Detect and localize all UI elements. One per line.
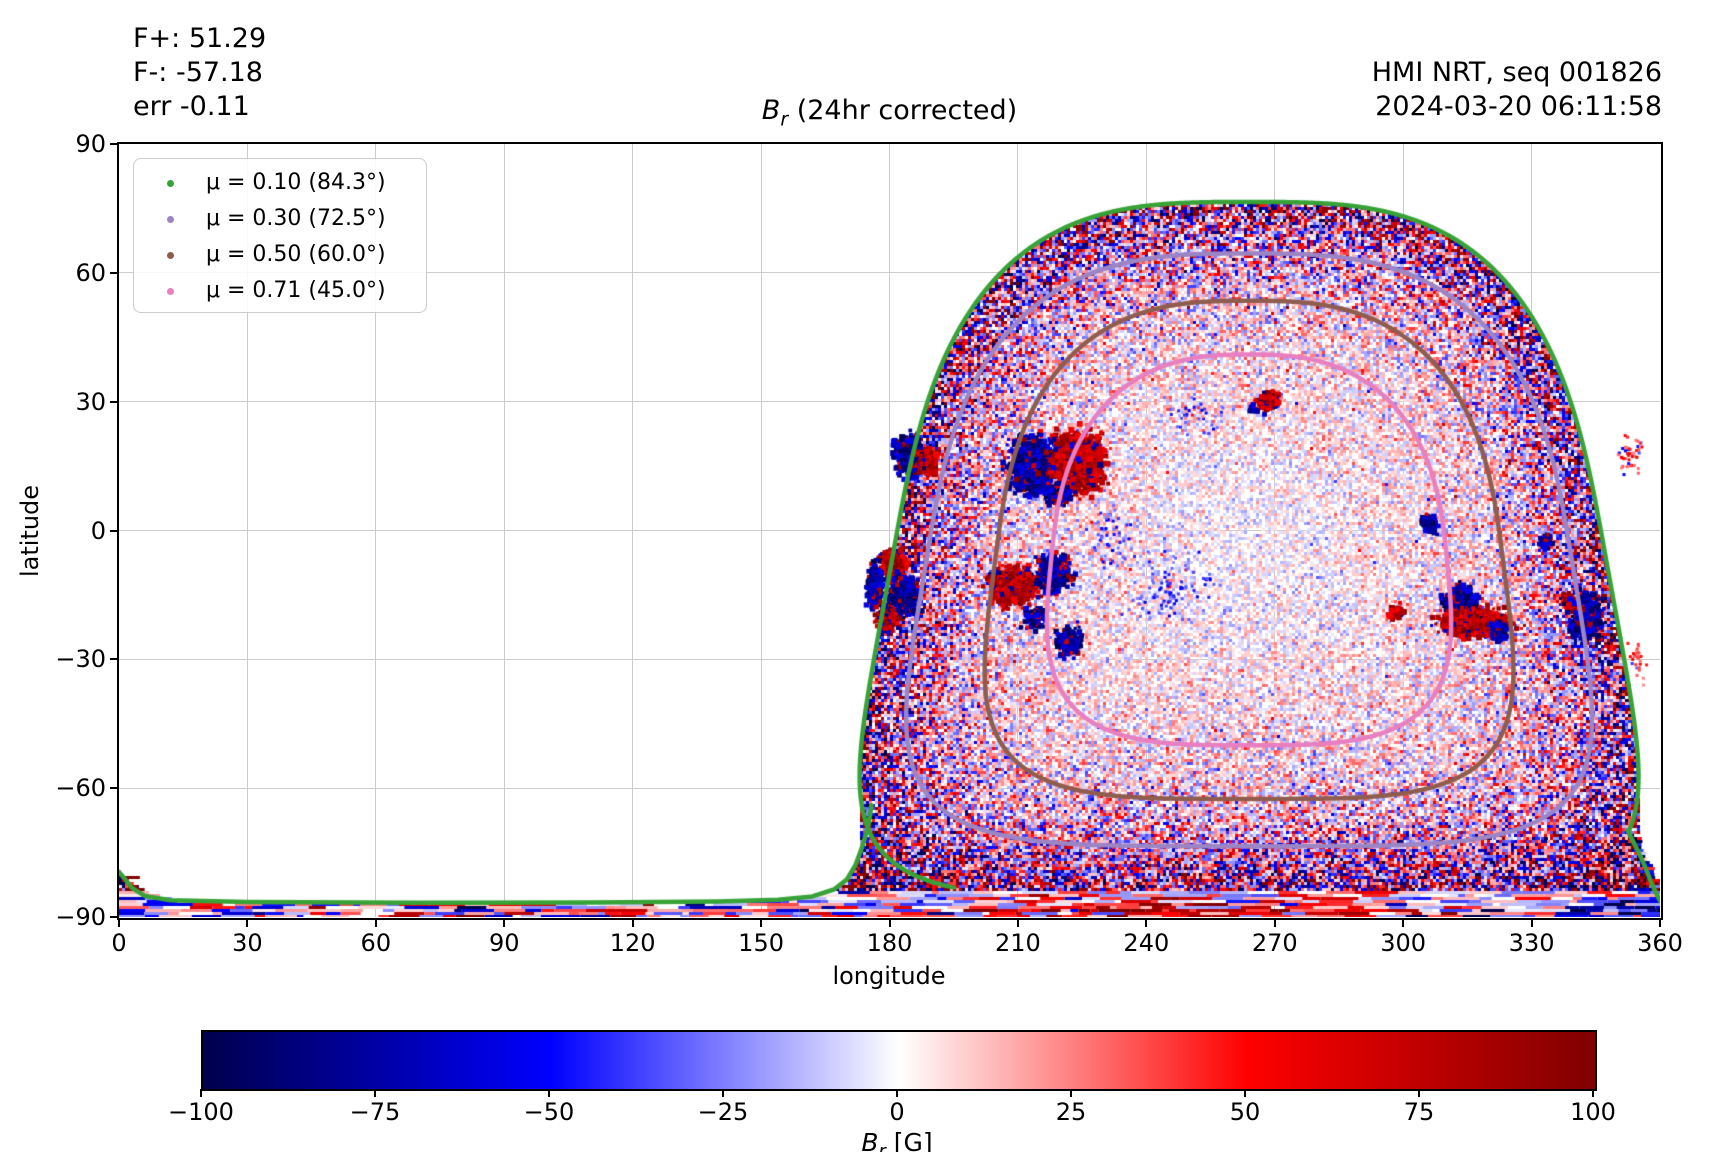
x-axis-label: longitude [832, 962, 946, 990]
y-tick [110, 400, 118, 403]
colorbar-tick-label: 75 [1403, 1098, 1435, 1126]
colorbar-label-subscript: r [878, 1142, 886, 1152]
title-subscript: r [780, 108, 789, 131]
colorbar-tick [722, 1089, 724, 1097]
x-tick-label: 150 [738, 929, 784, 957]
y-tick-label: 30 [75, 387, 106, 416]
x-tick [1402, 919, 1405, 927]
x-tick-label: 330 [1508, 929, 1555, 957]
colorbar-label: Br [G] [797, 1128, 997, 1152]
flux-annotation: F+: 51.29 F-: -57.18 err -0.11 [133, 22, 266, 124]
legend-label: μ = 0.71 (45.0°) [206, 278, 386, 303]
x-tick-label: 60 [360, 929, 392, 957]
colorbar-tick-label: −100 [168, 1098, 234, 1126]
colorbar-tick [1070, 1089, 1072, 1097]
y-tick-label: 0 [90, 516, 106, 545]
colorbar-tick-label: −25 [697, 1098, 749, 1126]
y-tick [110, 658, 118, 661]
x-tick-label: 300 [1380, 929, 1427, 957]
x-tick [246, 919, 249, 927]
legend-label: μ = 0.30 (72.5°) [206, 206, 386, 231]
y-tick [110, 916, 118, 918]
source-annotation: HMI NRT, seq 001826 2024-03-20 06:11:58 [1100, 56, 1662, 124]
colorbar [201, 1030, 1597, 1091]
x-tick [1530, 919, 1533, 927]
title-rest: (24hr corrected) [788, 95, 1018, 126]
legend-label: μ = 0.50 (60.0°) [206, 242, 386, 267]
legend-marker-green-icon [167, 180, 174, 187]
y-tick-label: 90 [75, 130, 106, 158]
colorbar-tick [548, 1089, 550, 1097]
x-tick [1145, 919, 1148, 927]
legend-label: μ = 0.10 (84.3°) [206, 170, 386, 195]
colorbar-tick-label: −50 [523, 1098, 575, 1126]
colorbar-tick-label: 100 [1570, 1098, 1616, 1126]
colorbar-tick [200, 1089, 202, 1097]
title-variable: B [761, 95, 781, 126]
y-tick-label: −90 [55, 903, 106, 931]
colorbar-label-rest: [G] [885, 1128, 933, 1152]
y-tick [110, 529, 118, 532]
flux-positive: F+: 51.29 [133, 23, 267, 54]
y-tick [110, 787, 118, 790]
source-timestamp: 2024-03-20 06:11:58 [1375, 91, 1662, 122]
colorbar-tick [1592, 1089, 1594, 1097]
y-tick [110, 271, 118, 274]
legend: μ = 0.10 (84.3°) μ = 0.30 (72.5°) μ = 0.… [133, 158, 427, 313]
x-tick [503, 919, 506, 927]
y-tick-label: −60 [55, 774, 106, 803]
x-tick-label: 120 [609, 929, 656, 957]
legend-marker-purple-icon [167, 216, 174, 223]
x-tick [118, 919, 120, 927]
colorbar-tick [1418, 1089, 1420, 1097]
x-tick [374, 919, 377, 927]
x-tick-label: 360 [1637, 929, 1683, 957]
y-tick [110, 143, 118, 145]
x-tick-label: 270 [1251, 929, 1298, 957]
colorbar-tick-label: 0 [889, 1098, 905, 1126]
legend-item-mu-010: μ = 0.10 (84.3°) [134, 165, 426, 201]
flux-error: err -0.11 [133, 91, 250, 122]
legend-marker-brown-icon [167, 252, 174, 259]
x-tick-label: 240 [1123, 929, 1170, 957]
colorbar-tick-label: −75 [349, 1098, 401, 1126]
legend-item-mu-050: μ = 0.50 (60.0°) [134, 237, 426, 273]
x-tick-label: 180 [866, 929, 913, 957]
flux-negative: F-: -57.18 [133, 57, 263, 88]
colorbar-tick [1244, 1089, 1246, 1097]
colorbar-tick [896, 1089, 898, 1097]
x-tick-label: 210 [995, 929, 1041, 957]
legend-marker-pink-icon [167, 288, 174, 295]
x-tick-label: 0 [111, 929, 127, 957]
legend-item-mu-030: μ = 0.30 (72.5°) [134, 201, 426, 237]
legend-item-mu-071: μ = 0.71 (45.0°) [134, 273, 426, 309]
x-tick [760, 919, 763, 927]
y-tick-label: 60 [75, 258, 106, 287]
colorbar-tick-label: 25 [1055, 1098, 1087, 1126]
colorbar-tick-label: 50 [1229, 1098, 1261, 1126]
x-tick [631, 919, 634, 927]
x-tick-label: 90 [488, 929, 520, 957]
x-tick [1273, 919, 1276, 927]
x-tick [1659, 919, 1661, 927]
colorbar-label-variable: B [861, 1128, 879, 1152]
chart-title: Br (24hr corrected) [519, 94, 1260, 136]
y-tick-label: −30 [55, 645, 106, 674]
source-instrument: HMI NRT, seq 001826 [1371, 57, 1662, 88]
colorbar-tick [374, 1089, 376, 1097]
plot-area [119, 144, 1660, 917]
x-tick [888, 919, 891, 927]
x-tick-label: 30 [232, 929, 263, 957]
x-tick [1016, 919, 1019, 927]
